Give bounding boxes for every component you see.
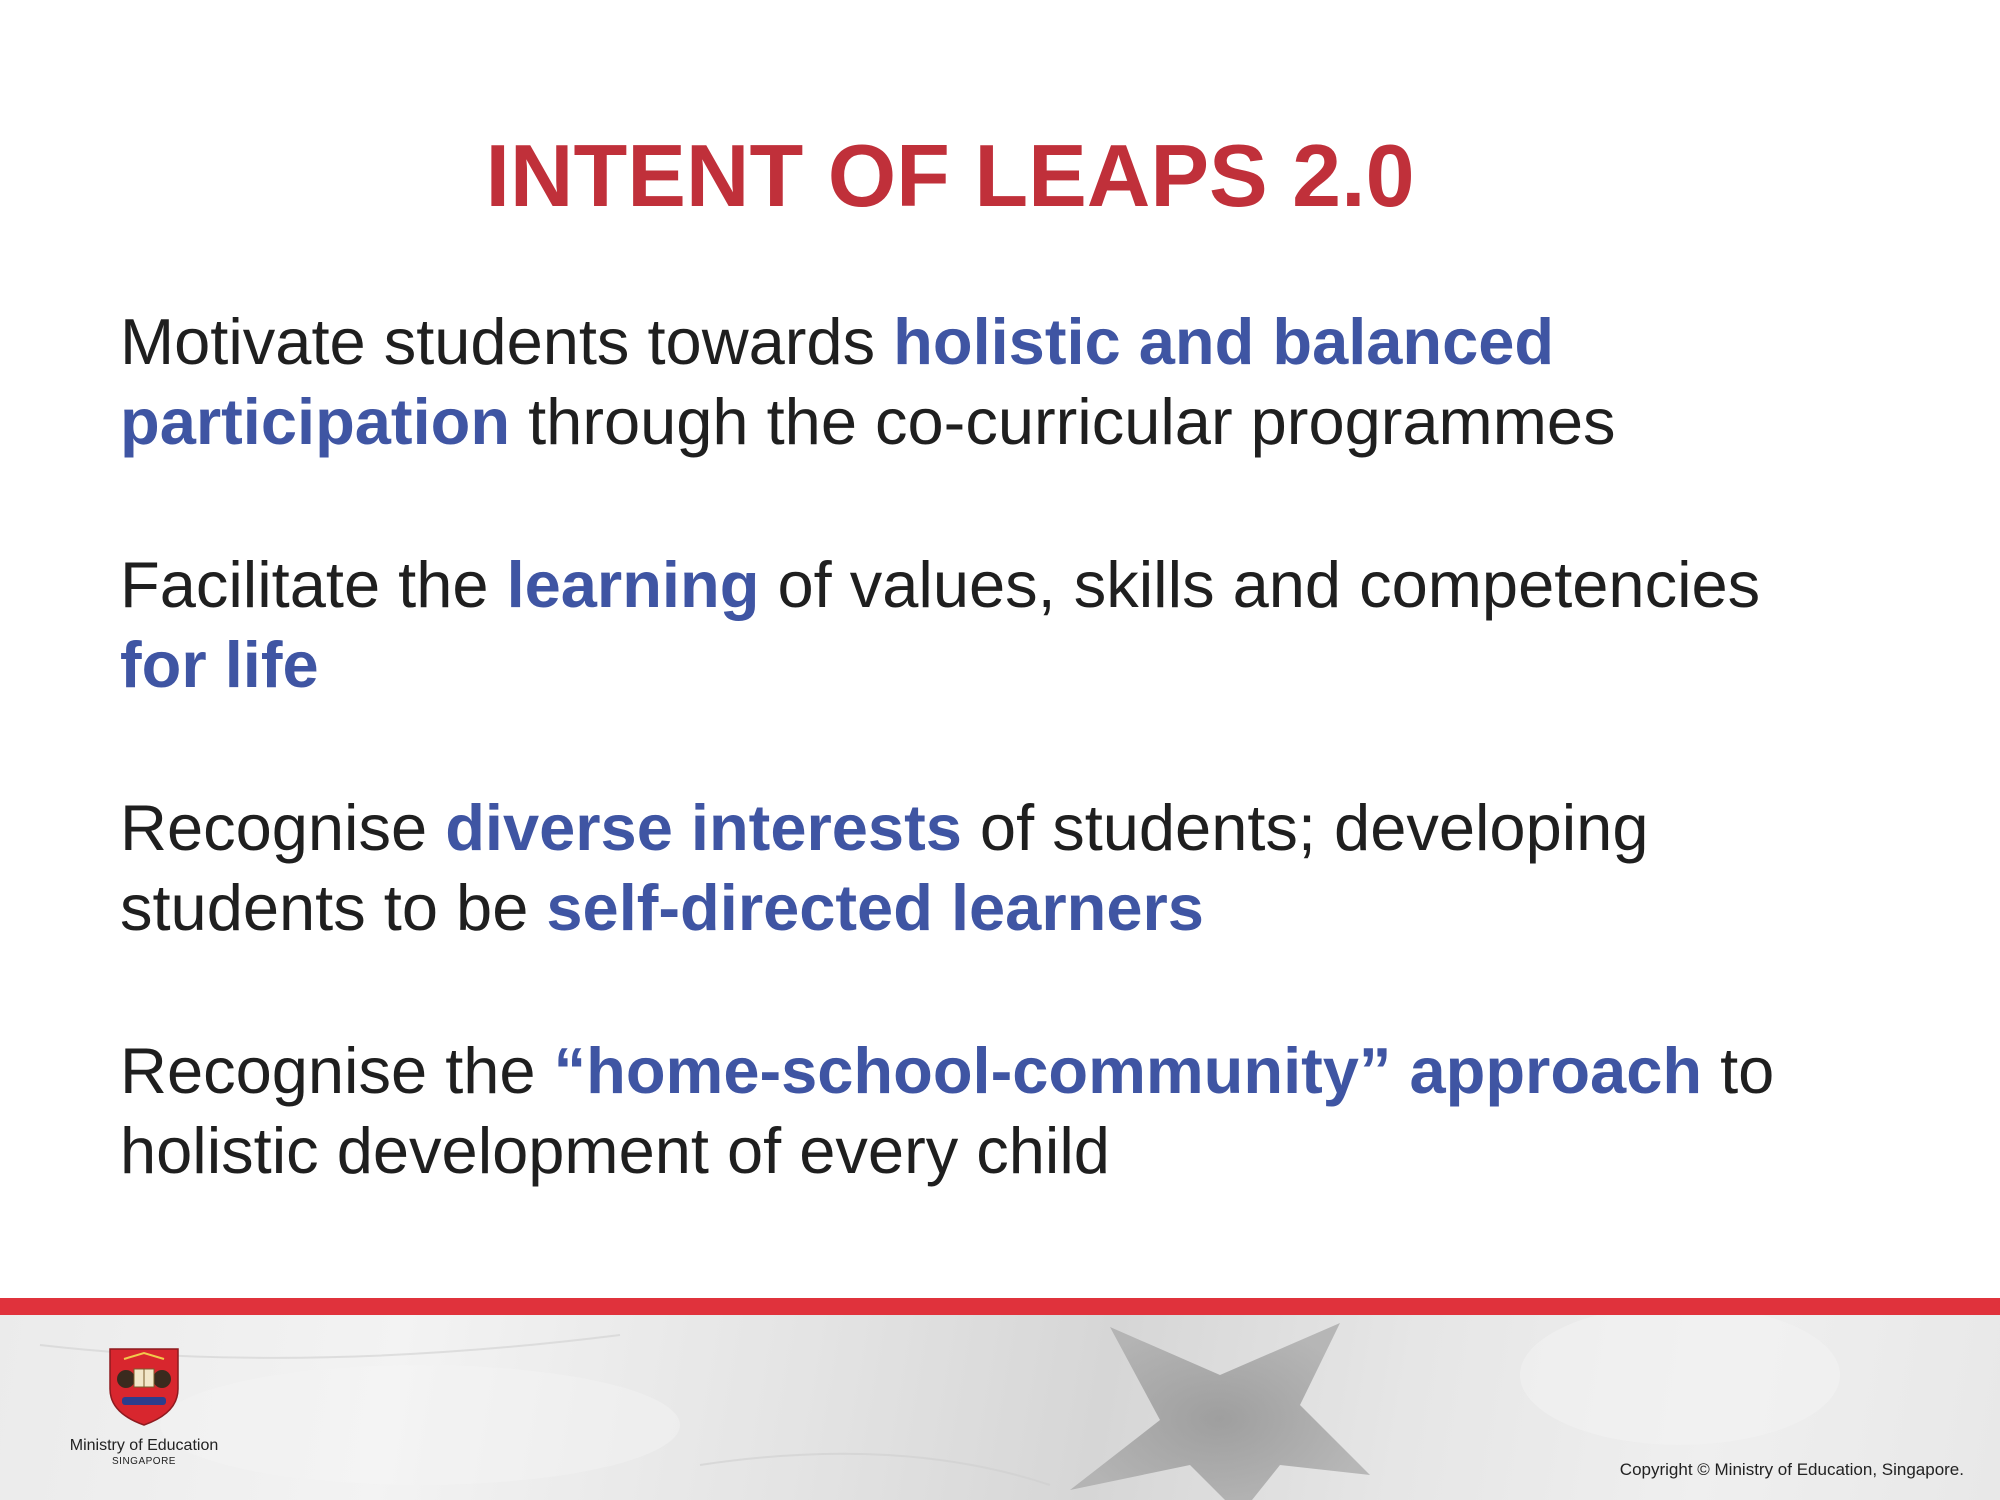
point-highlight: diverse interests — [445, 791, 962, 864]
point-text: Recognise — [120, 791, 446, 864]
point-text: to holistic development of every child — [120, 1034, 1775, 1187]
slide-title: INTENT OF LEAPS 2.0 — [485, 126, 1415, 225]
point-highlight: “home-school-community” approach — [553, 1034, 1703, 1107]
sand-background — [39, 1315, 1840, 1500]
point-text: of values, skills and competencies — [759, 548, 1761, 621]
point-text: through the co-curricular programmes — [510, 385, 1616, 458]
footer-red-band — [0, 1298, 2000, 1315]
starfish-shape — [1070, 1323, 1370, 1500]
point-text: Motivate students towards — [120, 305, 894, 378]
point-4: Recognise the “home-school-community” ap… — [120, 1031, 1900, 1191]
moe-crest-icon — [109, 1348, 179, 1426]
copyright-text: Copyright © Ministry of Education, Singa… — [1619, 1460, 1964, 1479]
ministry-name: Ministry of Education — [69, 1437, 219, 1454]
point-1: Motivate students towards holistic and b… — [120, 302, 1900, 462]
point-highlight: for life — [120, 628, 319, 701]
point-highlight: self-directed learners — [546, 871, 1204, 944]
point-2: Facilitate the learning of values, skill… — [120, 545, 1900, 705]
point-text: of students; developing students to be — [120, 791, 1649, 944]
footer: Ministry of Education SINGAPORE Copyrigh… — [0, 1315, 2000, 1500]
point-highlight: holistic and balanced participation — [120, 305, 1555, 458]
ministry-country: SINGAPORE — [112, 1456, 176, 1467]
point-3: Recognise diverse interests of students;… — [120, 788, 1900, 948]
moe-logo: Ministry of Education SINGAPORE — [64, 1345, 224, 1467]
point-text: Recognise the — [120, 1034, 554, 1107]
point-highlight: learning — [506, 548, 760, 621]
bullet-list: Motivate students towards holistic and b… — [120, 302, 1900, 1274]
point-text: Facilitate the — [120, 548, 507, 621]
